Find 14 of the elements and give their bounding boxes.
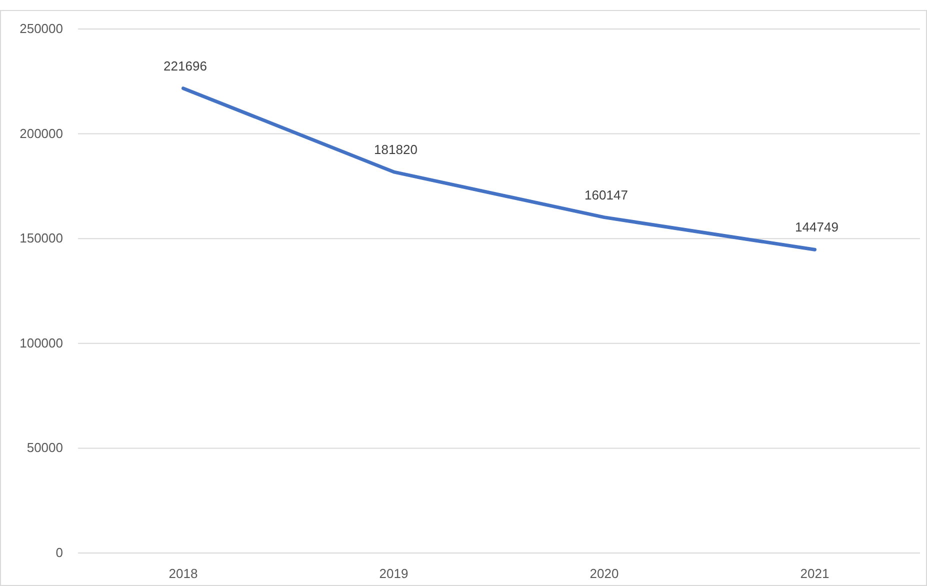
x-tick-label: 2018	[168, 566, 198, 581]
y-tick-label: 0	[56, 545, 63, 560]
data-label: 181820	[374, 142, 418, 157]
y-tick-label: 50000	[26, 440, 63, 456]
x-tick-label: 2020	[590, 566, 619, 581]
x-tick-label: 2021	[800, 566, 830, 581]
x-tick-label: 2019	[379, 566, 408, 581]
data-label: 160147	[584, 187, 628, 202]
data-label: 144749	[795, 220, 838, 235]
y-tick-label: 250000	[20, 21, 63, 36]
y-tick-label: 150000	[20, 230, 63, 246]
data-label: 221696	[164, 58, 207, 74]
y-tick-label: 100000	[20, 335, 63, 350]
y-tick-label: 200000	[20, 126, 63, 141]
